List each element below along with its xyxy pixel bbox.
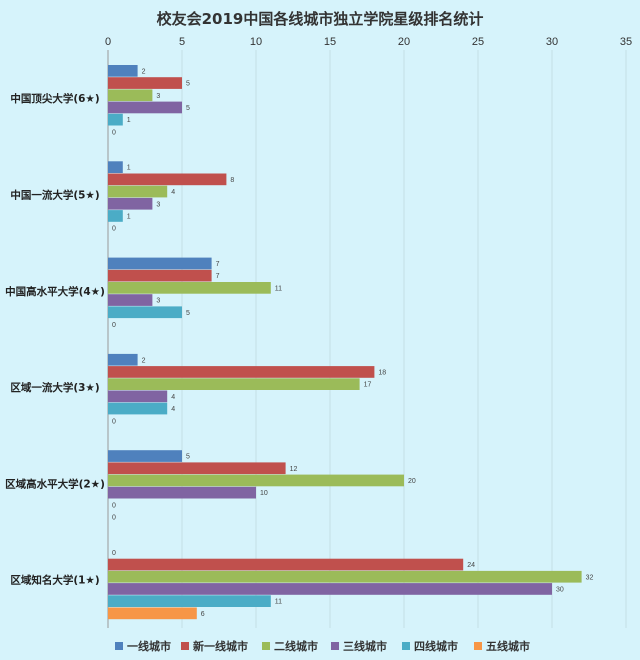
legend-label: 一线城市	[127, 639, 171, 653]
bar	[108, 595, 271, 607]
bar	[108, 294, 153, 306]
bar	[108, 269, 212, 282]
bar	[108, 353, 138, 366]
data-label: 17	[364, 382, 372, 389]
data-label: 0	[112, 418, 116, 425]
bar	[108, 197, 153, 210]
data-label: 1	[127, 213, 131, 220]
legend: 一线城市 新一线城市 二线城市 三线城市 四线城市 五线城市	[115, 639, 530, 653]
category-label: 区域一流大学(3★)	[10, 381, 99, 394]
legend-label: 三线城市	[343, 639, 387, 653]
data-label: 2	[142, 357, 146, 364]
legend-swatch	[402, 642, 410, 650]
bar	[108, 77, 182, 89]
bar	[108, 282, 271, 294]
legend-label: 二线城市	[274, 639, 318, 653]
x-tick-label: 10	[250, 36, 262, 48]
legend-swatch	[115, 642, 123, 650]
bar	[108, 306, 182, 319]
bar	[108, 366, 375, 378]
data-label: 12	[290, 466, 298, 473]
data-label: 5	[186, 105, 190, 112]
data-label: 18	[378, 369, 386, 376]
legend-swatch	[331, 642, 339, 650]
category-label: 区域知名大学(1★)	[10, 574, 99, 587]
bar	[108, 257, 212, 270]
x-tick-label: 35	[620, 36, 632, 48]
bar	[108, 583, 552, 595]
data-label: 0	[112, 550, 116, 557]
bar	[108, 450, 182, 462]
legend-swatch	[262, 642, 270, 650]
data-label: 3	[156, 298, 160, 305]
data-label: 1	[127, 117, 131, 124]
x-axis-ticks: 0 5 10 15 20 25 30 35	[105, 36, 632, 48]
data-label: 3	[156, 93, 160, 100]
x-tick-label: 30	[546, 36, 558, 48]
x-tick-label: 25	[472, 36, 484, 48]
bars: 2535101843107711350218174405122010000243…	[108, 65, 594, 620]
category-label: 中国一流大学(5★)	[10, 188, 99, 201]
data-label: 8	[230, 177, 234, 184]
data-label: 6	[201, 611, 205, 618]
bar	[108, 558, 464, 571]
bar	[108, 486, 256, 499]
data-label: 11	[275, 599, 282, 606]
category-labels: 中国顶尖大学(6★) 中国一流大学(5★) 中国高水平大学(4★) 区域一流大学(3★…	[5, 92, 105, 587]
data-label: 24	[467, 562, 475, 569]
data-label: 0	[112, 515, 116, 522]
x-tick-label: 5	[179, 36, 185, 48]
bar	[108, 607, 197, 620]
bar	[108, 185, 168, 198]
data-label: 5	[186, 310, 190, 317]
x-tick-label: 15	[324, 36, 336, 48]
data-label: 7	[216, 261, 220, 268]
data-label: 4	[171, 189, 175, 196]
bar	[108, 474, 404, 487]
legend-swatch	[474, 642, 482, 650]
data-label: 1	[127, 165, 131, 172]
bar	[108, 101, 182, 114]
data-label: 4	[171, 394, 175, 401]
x-tick-label: 20	[398, 36, 410, 48]
category-label: 中国顶尖大学(6★)	[10, 92, 99, 105]
data-label: 3	[156, 201, 160, 208]
data-label: 4	[171, 406, 175, 413]
data-label: 7	[216, 273, 220, 280]
data-label: 30	[556, 586, 564, 593]
data-label: 11	[275, 285, 282, 292]
legend-label: 五线城市	[486, 639, 530, 653]
data-label: 5	[186, 81, 190, 88]
bar	[108, 161, 123, 173]
data-label: 0	[112, 322, 116, 329]
gridlines	[107, 50, 627, 628]
data-label: 2	[142, 68, 146, 75]
bar	[108, 210, 123, 222]
x-tick-label: 0	[105, 36, 111, 48]
bar	[108, 113, 123, 126]
legend-label: 新一线城市	[193, 639, 248, 653]
bar	[108, 65, 138, 77]
bar	[108, 378, 360, 390]
bar	[108, 462, 286, 475]
bar	[108, 390, 168, 403]
data-label: 5	[186, 454, 190, 461]
legend-label: 四线城市	[414, 639, 458, 653]
bar	[108, 402, 168, 415]
data-label: 10	[260, 490, 268, 497]
bar	[108, 173, 227, 186]
data-label: 0	[112, 226, 116, 233]
data-label: 32	[586, 574, 594, 581]
bar	[108, 89, 153, 102]
chart-title: 校友会2019中国各线城市独立学院星级排名统计	[157, 10, 484, 28]
bar	[108, 570, 582, 583]
data-label: 0	[112, 129, 116, 136]
category-label: 区域高水平大学(2★)	[5, 477, 105, 490]
data-label: 20	[408, 478, 416, 485]
category-label: 中国高水平大学(4★)	[5, 285, 105, 298]
data-label: 0	[112, 502, 116, 509]
legend-swatch	[181, 642, 189, 650]
